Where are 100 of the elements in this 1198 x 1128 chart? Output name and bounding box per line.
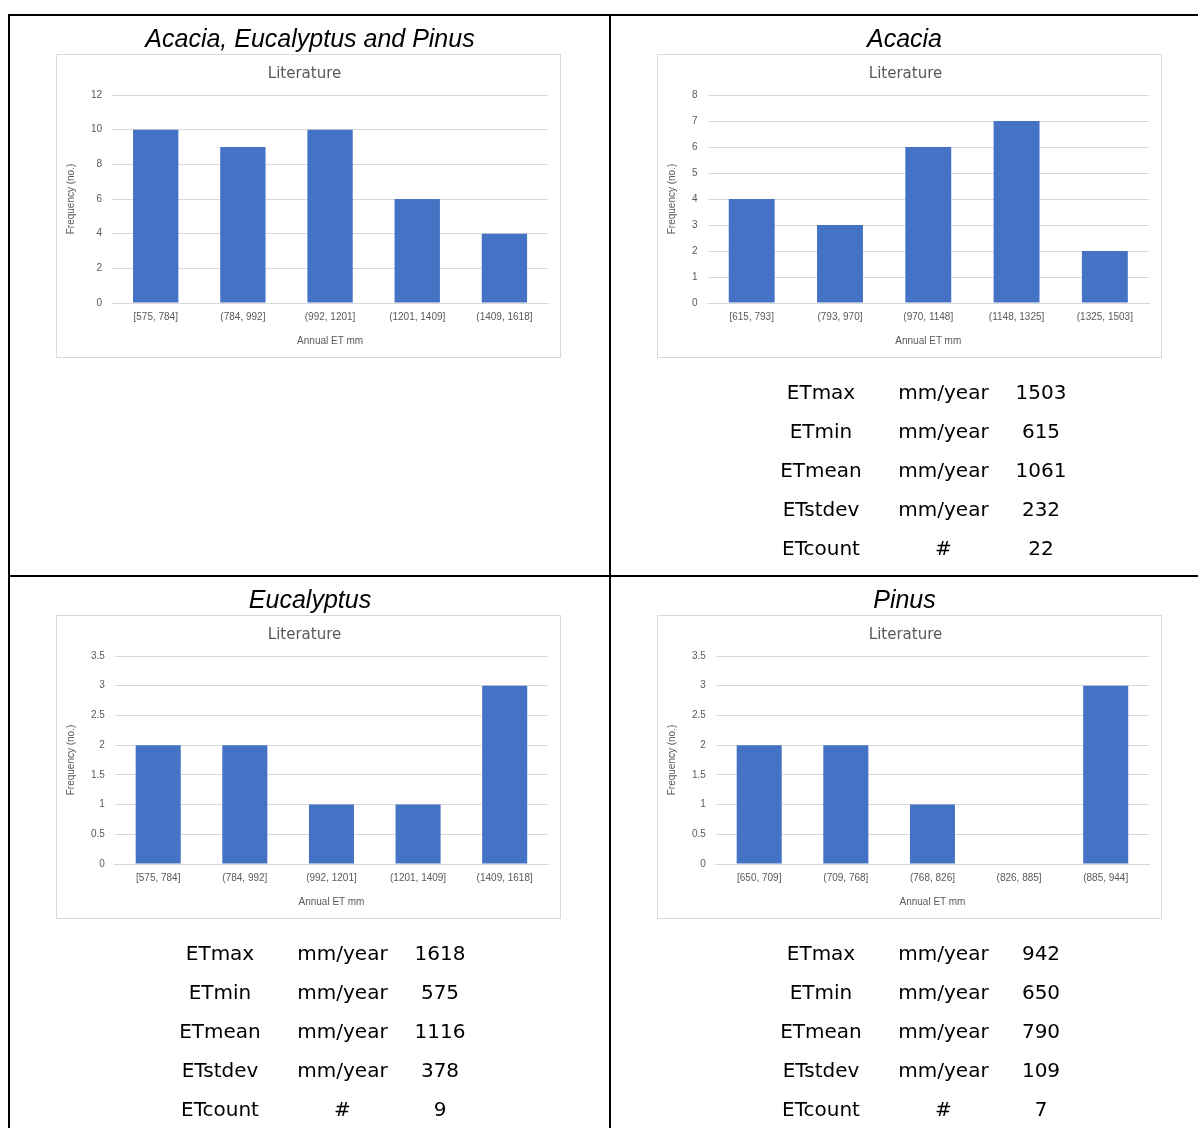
x-tick-label: [615, 793] — [729, 310, 775, 322]
y-tick-label: 2 — [99, 738, 106, 750]
text: ETstdev — [180, 1058, 260, 1082]
text: ETmean — [779, 1019, 863, 1043]
y-axis-title: Frequency (no.) — [64, 163, 76, 235]
y-tick-label: 1.5 — [91, 768, 106, 780]
text: 232 — [1020, 497, 1062, 521]
text: ETstdev — [781, 497, 861, 521]
text: 650 — [1020, 980, 1062, 1004]
x-tick-label: (784, 992] — [220, 310, 266, 322]
text: 9 — [432, 1097, 448, 1121]
x-tick-label: (1148, 1325] — [988, 310, 1045, 322]
y-tick-label: 0.5 — [91, 828, 106, 840]
y-axis-title: Frequency (no.) — [665, 724, 677, 796]
x-tick-label: (826, 885] — [996, 871, 1042, 883]
text: ETcount — [781, 1097, 861, 1121]
text: mm/year — [296, 1058, 389, 1082]
y-tick-label: 1 — [700, 798, 707, 810]
chart-subtitle: Literature — [267, 624, 342, 643]
text: mm/year — [296, 941, 389, 965]
x-axis-title: Annual ET mm — [298, 895, 365, 907]
text: 1116 — [413, 1019, 467, 1043]
text: ETmin — [788, 419, 854, 443]
y-tick-label: 0.5 — [692, 828, 707, 840]
text: ETmax — [785, 941, 857, 965]
chart-subtitle: Literature — [868, 624, 943, 643]
chart-subtitle: Literature — [868, 63, 943, 82]
text: 1618 — [413, 941, 467, 965]
text: ETstdev — [781, 1058, 861, 1082]
x-tick-label: (885, 944] — [1083, 871, 1129, 883]
y-tick-label: 2 — [96, 262, 103, 274]
y-tick-label: 3 — [700, 679, 707, 691]
y-tick-label: 8 — [96, 158, 103, 170]
y-tick-label: 2 — [700, 738, 707, 750]
text: # — [934, 536, 953, 560]
y-tick-label: 0 — [96, 296, 103, 308]
text: ETmin — [187, 980, 253, 1004]
x-tick-label: (784, 992] — [222, 871, 268, 883]
text: mm/year — [296, 980, 389, 1004]
x-tick-label: (1409, 1618] — [476, 871, 533, 883]
x-tick-label: (793, 970] — [817, 310, 863, 322]
text: ETcount — [180, 1097, 260, 1121]
text: mm/year — [897, 458, 990, 482]
text: 1061 — [1014, 458, 1068, 482]
x-tick-label: (1325, 1503] — [1076, 310, 1134, 322]
text: ETmean — [178, 1019, 262, 1043]
text: ETmin — [788, 980, 854, 1004]
y-tick-label: 4 — [96, 227, 103, 239]
y-axis-title: Frequency (no.) — [64, 724, 76, 796]
x-tick-label: (1201, 1409] — [389, 310, 446, 322]
y-tick-label: 1.5 — [692, 768, 707, 780]
text: mm/year — [897, 497, 990, 521]
y-tick-label: 12 — [91, 88, 103, 100]
x-tick-label: (1201, 1409] — [389, 871, 447, 883]
y-tick-label: 8 — [692, 88, 698, 100]
y-tick-label: 3 — [692, 218, 698, 230]
text: ETmax — [785, 380, 857, 404]
y-tick-label: 3.5 — [692, 649, 707, 661]
y-tick-label: 3 — [99, 679, 106, 691]
y-tick-label: 0 — [99, 857, 106, 869]
y-axis-title: Frequency (no.) — [665, 163, 677, 235]
y-tick-label: 1 — [692, 270, 698, 282]
x-axis-title: Annual ET mm — [895, 334, 962, 346]
text: 1503 — [1014, 380, 1068, 404]
x-tick-label: (970, 1148] — [903, 310, 954, 322]
text: 7 — [1033, 1097, 1049, 1121]
text: mm/year — [897, 1019, 990, 1043]
x-axis-title: Annual ET mm — [297, 334, 364, 346]
y-tick-label: 4 — [692, 192, 698, 204]
x-tick-label: (992, 1201] — [304, 310, 356, 322]
text: mm/year — [897, 380, 990, 404]
text: 942 — [1020, 941, 1062, 965]
x-tick-label: [575, 784] — [135, 871, 181, 883]
x-tick-label: [650, 709] — [736, 871, 782, 883]
text: ETmax — [184, 941, 256, 965]
text: mm/year — [897, 980, 990, 1004]
text: # — [333, 1097, 352, 1121]
x-tick-label: (992, 1201] — [306, 871, 357, 883]
y-tick-label: 2 — [692, 244, 698, 256]
y-tick-label: 1 — [99, 798, 106, 810]
x-tick-label: (768, 826] — [909, 871, 956, 883]
y-tick-label: 2.5 — [692, 709, 707, 721]
chart-subtitle: Literature — [267, 63, 342, 82]
text: 378 — [419, 1058, 461, 1082]
text: 575 — [419, 980, 461, 1004]
text: mm/year — [897, 941, 990, 965]
y-tick-label: 6 — [692, 140, 698, 152]
x-tick-label: [575, 784] — [133, 310, 179, 322]
x-tick-label: (1409, 1618] — [476, 310, 533, 322]
chart-title: Acacia, Eucalyptus and Pinus — [143, 24, 476, 54]
text: mm/year — [897, 1058, 990, 1082]
text: mm/year — [897, 419, 990, 443]
text: 22 — [1027, 536, 1055, 560]
y-tick-label: 0 — [700, 857, 707, 869]
text: mm/year — [296, 1019, 389, 1043]
x-tick-label: (709, 768] — [823, 871, 869, 883]
y-tick-label: 7 — [692, 114, 698, 126]
text: 790 — [1020, 1019, 1062, 1043]
text: 615 — [1020, 419, 1062, 443]
y-tick-label: 5 — [692, 166, 698, 178]
